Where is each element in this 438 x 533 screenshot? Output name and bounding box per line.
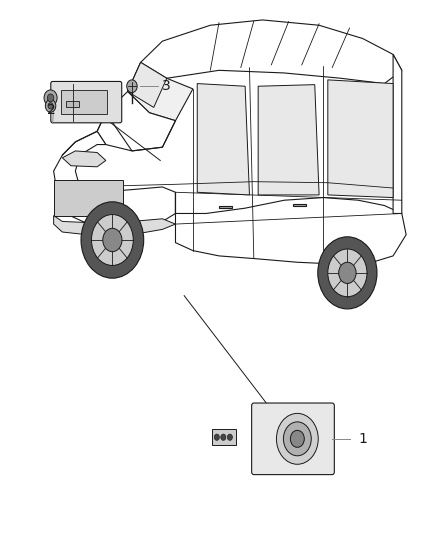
Polygon shape (127, 20, 402, 92)
Circle shape (81, 202, 144, 278)
Circle shape (276, 414, 318, 464)
Circle shape (46, 100, 56, 112)
Polygon shape (328, 80, 393, 198)
Circle shape (214, 434, 219, 440)
Polygon shape (127, 62, 193, 120)
Bar (212, 429, 237, 445)
Circle shape (227, 434, 233, 440)
Polygon shape (393, 54, 402, 214)
Polygon shape (219, 206, 232, 208)
Polygon shape (53, 131, 176, 227)
Polygon shape (258, 85, 319, 195)
Polygon shape (127, 62, 167, 108)
Circle shape (44, 90, 57, 106)
Polygon shape (67, 209, 84, 215)
Circle shape (92, 215, 133, 265)
Polygon shape (197, 84, 250, 195)
Circle shape (328, 249, 367, 297)
Polygon shape (176, 192, 406, 264)
Circle shape (318, 237, 377, 309)
Circle shape (283, 422, 311, 456)
FancyBboxPatch shape (51, 82, 122, 123)
Text: 3: 3 (162, 79, 170, 93)
Polygon shape (93, 209, 110, 215)
Bar (66, 101, 79, 108)
Circle shape (103, 228, 122, 252)
Circle shape (48, 103, 53, 109)
Circle shape (47, 94, 54, 102)
Circle shape (127, 80, 137, 93)
Polygon shape (53, 216, 176, 236)
FancyBboxPatch shape (252, 403, 334, 474)
Circle shape (339, 262, 356, 284)
Polygon shape (62, 151, 106, 167)
Circle shape (290, 430, 304, 447)
Bar (53, 180, 123, 216)
Text: 1: 1 (358, 432, 367, 446)
Polygon shape (293, 204, 306, 206)
Bar (61, 90, 107, 114)
Circle shape (221, 434, 226, 440)
Polygon shape (97, 92, 176, 151)
Text: 2: 2 (47, 103, 56, 117)
